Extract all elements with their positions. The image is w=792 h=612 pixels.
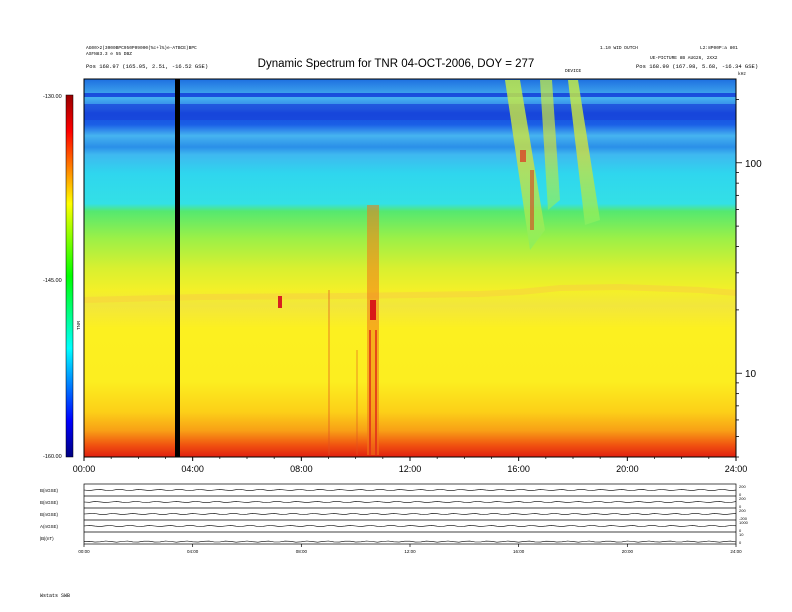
- panel-right-tick: 10: [739, 532, 744, 537]
- x-tick-label: 00:00: [73, 464, 96, 474]
- colorbar-tick-mid: -145.00: [43, 278, 62, 284]
- panel-label: A(nGSE): [40, 524, 59, 529]
- blue-band-2: [84, 104, 736, 120]
- panel-right-tick: 200: [739, 496, 746, 501]
- panel-trace: [83, 489, 737, 491]
- burst-hotspot: [520, 150, 526, 162]
- panel-right-tick: -200: [739, 516, 748, 521]
- header-right-line-1: 1.10 WID DUTCH: [600, 46, 638, 51]
- blue-band-1: [84, 93, 736, 97]
- type-iii-burst-2: [540, 80, 560, 210]
- panel-trace: [83, 513, 737, 515]
- bottom-x-tick-label: 16:00: [513, 549, 525, 554]
- panel-label: |B|(nT): [40, 536, 54, 541]
- panel-right-tick: 200: [739, 484, 746, 489]
- panel-trace: [83, 525, 737, 527]
- bottom-x-tick-label: 24:00: [730, 549, 742, 554]
- header-right-line-3: Pos 168.90 (167.98, 5.68, -16.34 GSE): [636, 63, 759, 70]
- bottom-x-tick-label: 04:00: [187, 549, 199, 554]
- x-tick-label: 24:00: [725, 464, 748, 474]
- header-left-line-3: Pos 168.97 (165.05, 2.51, -16.52 GSE): [86, 63, 209, 70]
- colorbar-frame: [65, 94, 74, 458]
- panel-trace: [83, 540, 737, 543]
- y-tick-label: 100: [745, 159, 762, 170]
- panel-label: B(nGSE): [40, 512, 59, 517]
- colorbar-tick-bottom: -160.00: [43, 454, 62, 460]
- colorbar-tick-top: -130.00: [43, 94, 62, 100]
- emission-spot: [278, 296, 282, 308]
- panel-right-tick: 200: [739, 508, 746, 513]
- bottom-x-tick-label: 00:00: [78, 549, 90, 554]
- bottom-x-tick-label: 12:00: [404, 549, 416, 554]
- panel-right-tick: 0: [739, 504, 742, 509]
- chart-title: Dynamic Spectrum for TNR 04-OCT-2006, DO…: [257, 58, 535, 70]
- header-right-top: L2:8P00P:a 801: [700, 46, 738, 51]
- colorbar-label: TNR: [76, 320, 81, 330]
- footer-label: Wstats SWB: [40, 593, 71, 599]
- panel-label: B(nGSE): [40, 488, 59, 493]
- panel-trace: [83, 501, 737, 503]
- panel-right-tick: 0: [739, 492, 742, 497]
- header-right-line-2: UE-PICTURE 8B AUG26, 2XX2: [650, 56, 718, 61]
- y-axis: 100 10: [736, 98, 762, 458]
- frequency-unit-label: kHz: [738, 72, 747, 77]
- x-tick-label: 16:00: [507, 464, 530, 474]
- intense-emission: [367, 205, 379, 455]
- device-label: DEVICE: [565, 69, 582, 74]
- panel-right-tick: 0: [739, 540, 742, 545]
- panel-right-tick: 0: [739, 528, 742, 533]
- bottom-x-tick-label: 20:00: [622, 549, 634, 554]
- x-tick-label: 20:00: [616, 464, 639, 474]
- type-iii-burst-3: [568, 80, 600, 225]
- data-gap-bar: [175, 79, 180, 457]
- type-iii-burst-1: [505, 80, 545, 250]
- colorbar: [66, 95, 73, 457]
- intense-emission-core: [370, 300, 376, 320]
- panel-label: B(nGSE): [40, 500, 59, 505]
- x-tick-label: 12:00: [399, 464, 422, 474]
- burst-hotspot-2: [530, 170, 534, 230]
- header-left-line-1: AG00>2(3000BPC950P09000(%c+l%)e-ATBCE)BP…: [86, 46, 197, 51]
- x-axis: 00:00 04:00 08:00 12:00 16:00 20:00 24:00: [73, 457, 748, 474]
- header-left-line-2: ASFN83.3 e 55 DBZ: [86, 52, 132, 57]
- x-tick-label: 08:00: [290, 464, 313, 474]
- x-tick-label: 04:00: [181, 464, 204, 474]
- spectrogram-image: [84, 79, 736, 457]
- bottom-panels: B(nGSE)2000B(nGSE)2000B(nGSE)200-200A(nG…: [40, 483, 749, 554]
- bottom-x-tick-label: 08:00: [296, 549, 308, 554]
- y-tick-label: 10: [745, 369, 757, 380]
- panel-right-tick: 1000: [739, 520, 749, 525]
- emission-ridge: [83, 283, 737, 303]
